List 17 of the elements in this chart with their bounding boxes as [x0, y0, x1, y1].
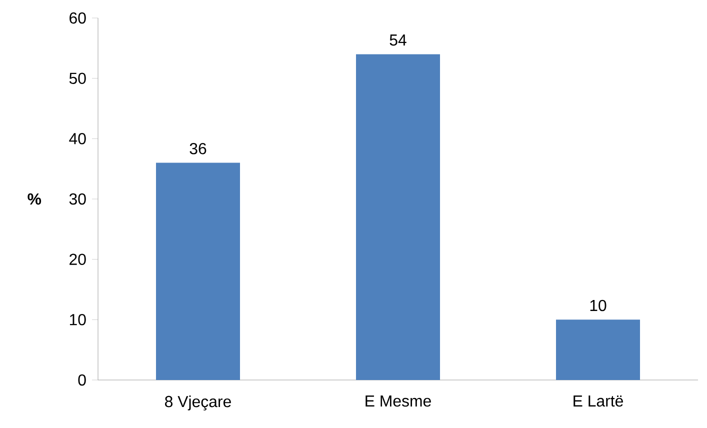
y-tick-label: 20: [70, 254, 86, 265]
x-tick-label: E Mesme: [366, 396, 431, 407]
y-tick-label: 60: [70, 12, 86, 24]
bar: [356, 54, 440, 380]
y-tick-label: 50: [69, 72, 86, 84]
data-label: 54: [390, 34, 406, 46]
data-label: 10: [590, 300, 606, 312]
data-label: 36: [190, 143, 206, 154]
y-tick-label: 40: [69, 133, 86, 144]
bar: [156, 162, 240, 380]
bar: [556, 320, 640, 380]
x-tick-label: 8 Vjeçare: [165, 396, 231, 410]
x-tick-label: E Lartë: [574, 396, 623, 407]
y-axis-title: %: [28, 193, 42, 205]
y-tick-label: 10: [70, 314, 86, 326]
y-tick-label: 0: [78, 374, 86, 386]
y-tick-label: 30: [69, 193, 86, 205]
